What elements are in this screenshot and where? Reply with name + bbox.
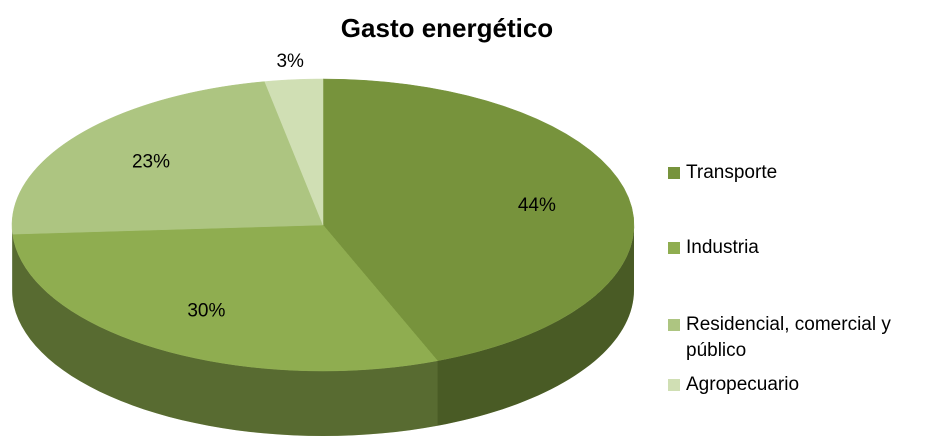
legend-label: Transporte	[686, 162, 778, 183]
legend-label: Industria	[686, 237, 759, 258]
slice	[264, 78, 324, 226]
legend-item: Industria	[668, 235, 947, 261]
legend-key	[668, 379, 680, 391]
slice-side-shade	[12, 234, 438, 436]
legend-label: Residencial, comercial y público	[686, 314, 891, 361]
data-label: 3%	[276, 51, 304, 72]
slice-side	[12, 234, 438, 436]
chart-title: Gasto energético	[341, 13, 553, 43]
legend-item: Agropecuario	[668, 372, 947, 398]
slice-side	[12, 225, 13, 300]
data-label: 44%	[518, 195, 556, 216]
legend-key	[668, 167, 680, 179]
slice-side-shade	[437, 225, 634, 426]
legend-item: Residencial, comercial y público	[668, 312, 947, 364]
legend-key	[668, 319, 680, 331]
slice-side	[437, 225, 634, 426]
legend-item: Transporte	[668, 160, 947, 186]
legend-label: Agropecuario	[686, 374, 800, 395]
slice	[322, 78, 635, 362]
slice	[11, 81, 324, 235]
data-label: 30%	[187, 300, 225, 321]
slice-side-shade	[12, 225, 13, 300]
slice	[12, 224, 438, 372]
data-label: 23%	[132, 151, 170, 172]
legend-key	[668, 242, 680, 254]
